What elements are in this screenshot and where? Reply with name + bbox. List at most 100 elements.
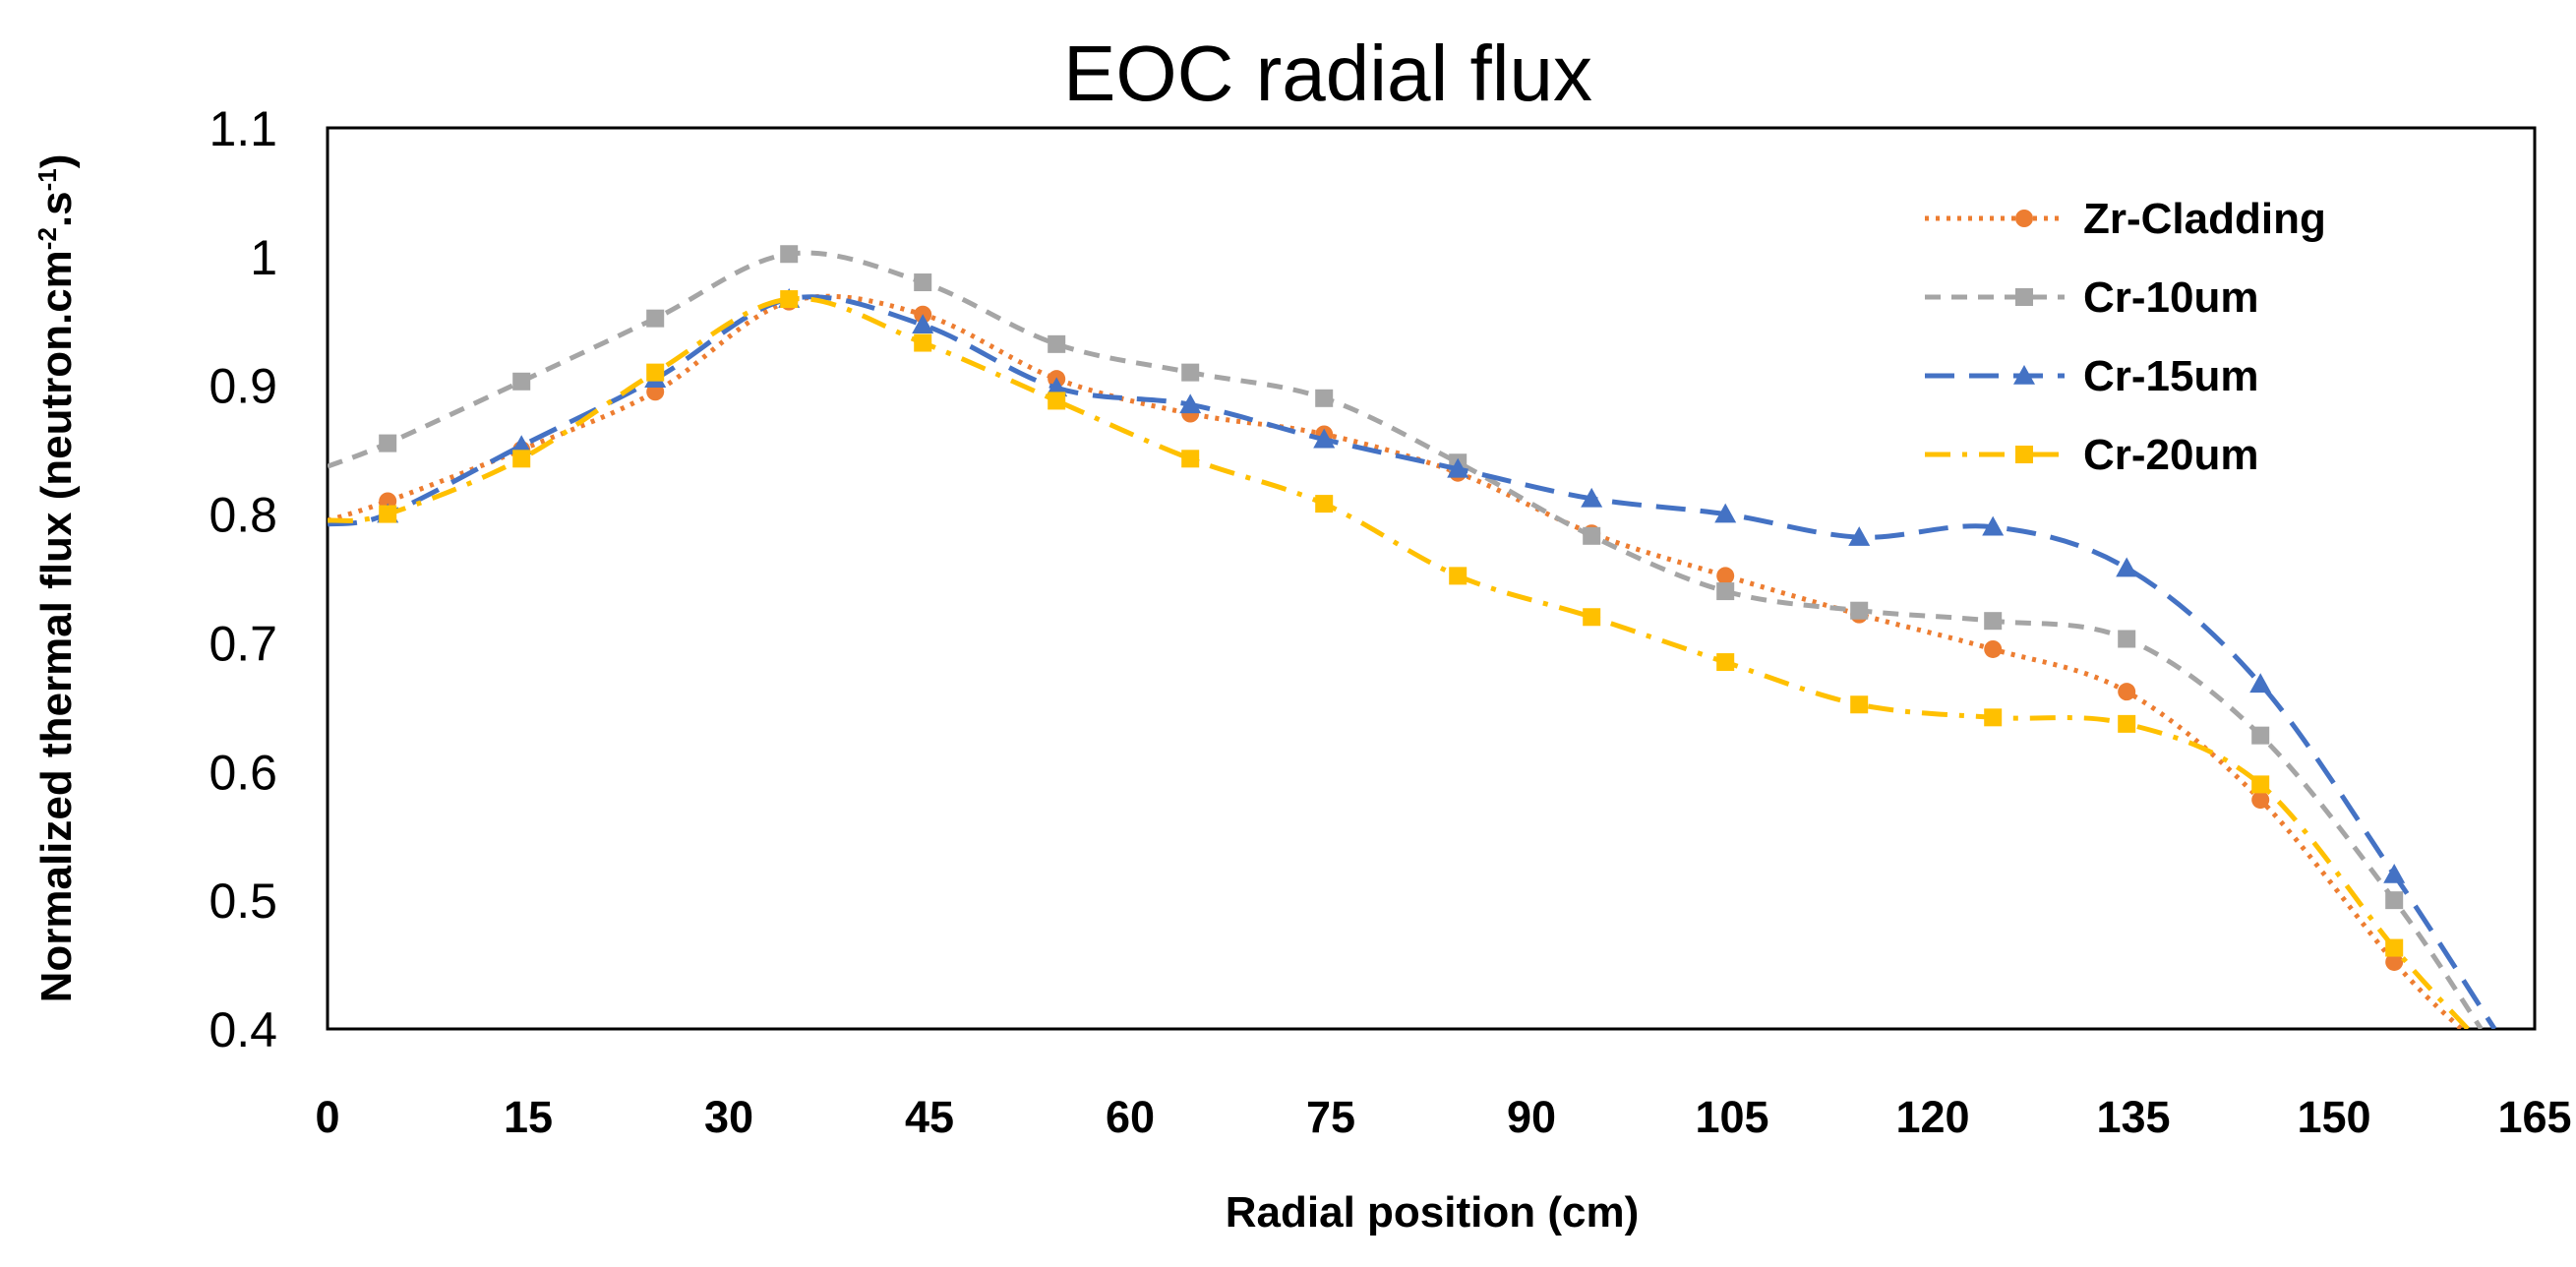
data-point-cr-20um: [1048, 392, 1066, 410]
legend-label-cr-10um: Cr-10um: [2083, 273, 2259, 322]
y-tick-label: 1.1: [209, 101, 277, 156]
data-point-cr-10um: [1583, 526, 1601, 545]
data-point-cr-15um: [2249, 673, 2272, 694]
data-point-cr-15um: [510, 435, 533, 455]
chart-title: EOC radial flux: [1063, 30, 1592, 117]
data-point-cr-15um: [1848, 526, 1871, 546]
data-point-zr-cladding: [2118, 683, 2136, 701]
y-tick-label: 1: [250, 230, 277, 285]
data-point-cr-20um: [914, 333, 932, 352]
data-point-cr-15um: [1179, 393, 1202, 414]
data-point-zr-cladding: [2385, 952, 2404, 971]
legend-marker-zr-cladding: [2015, 210, 2033, 227]
legend-label-cr-20um: Cr-20um: [2083, 431, 2259, 479]
legend-marker-cr-10um: [2015, 288, 2033, 306]
data-point-cr-20um: [646, 363, 665, 382]
data-point-cr-10um: [512, 372, 531, 391]
series-layer: [328, 245, 2497, 1029]
data-point-cr-10um: [1181, 363, 1200, 382]
data-point-cr-15um: [1714, 503, 1737, 523]
y-tick-label: 0.4: [209, 1002, 277, 1057]
data-point-cr-20um: [379, 505, 397, 523]
data-point-cr-10um: [646, 309, 665, 328]
y-axis-label-mid: .s: [32, 191, 81, 227]
x-tick-label: 0: [315, 1092, 339, 1142]
y-axis-label-sup2: -1: [32, 168, 62, 191]
data-point-cr-10um: [1850, 601, 1869, 620]
x-tick-label: 75: [1306, 1092, 1355, 1142]
legend-label-cr-15um: Cr-15um: [2083, 352, 2259, 400]
legend-item-cr-15um: Cr-15um: [1925, 352, 2259, 400]
plot-area-frame: [326, 126, 2537, 1031]
x-tick-label: 120: [1895, 1092, 1969, 1142]
x-tick-label: 105: [1695, 1092, 1768, 1142]
data-point-cr-20um: [1984, 708, 2003, 727]
x-tick-label: 45: [905, 1092, 954, 1142]
data-point-cr-15um: [1313, 428, 1336, 449]
legend-item-cr-10um: Cr-10um: [1925, 273, 2259, 322]
data-point-cr-10um: [1315, 389, 1334, 407]
x-tick-label: 135: [2096, 1092, 2170, 1142]
data-point-cr-10um: [379, 434, 397, 452]
data-point-cr-20um: [1583, 608, 1601, 627]
data-point-cr-10um: [2385, 891, 2404, 910]
x-tick-label: 90: [1507, 1092, 1556, 1142]
legend-item-zr-cladding: Zr-Cladding: [1925, 195, 2326, 243]
y-tick-label: 0.6: [209, 745, 277, 800]
data-point-cr-15um: [2383, 863, 2406, 883]
x-tick-label: 15: [504, 1092, 553, 1142]
data-point-cr-15um: [912, 314, 934, 334]
x-axis-label: Radial position (cm): [1226, 1188, 1639, 1237]
data-point-cr-20um: [1181, 450, 1200, 468]
y-tick-label: 0.8: [209, 488, 277, 543]
data-point-cr-10um: [2251, 726, 2270, 745]
y-axis-ticks: 0.4 0.5 0.6 0.7 0.8 0.9 1 1.1: [209, 101, 277, 1057]
y-tick-label: 0.7: [209, 616, 277, 671]
data-point-cr-20um: [1716, 653, 1735, 672]
y-tick-label: 0.9: [209, 359, 277, 414]
data-point-cr-15um: [2116, 557, 2138, 577]
data-point-zr-cladding: [1984, 639, 2003, 658]
data-point-cr-15um: [1982, 515, 2005, 536]
x-axis-ticks: 0 15 30 45 60 75 90 105 120 135 150 165: [315, 1092, 2571, 1142]
data-point-cr-10um: [914, 273, 932, 292]
data-point-cr-10um: [1984, 612, 2003, 631]
data-point-zr-cladding: [2251, 791, 2270, 810]
x-tick-label: 30: [704, 1092, 753, 1142]
data-point-cr-10um: [1716, 582, 1735, 601]
y-axis-label-end: ): [32, 154, 81, 169]
data-point-cr-20um: [1850, 695, 1869, 714]
x-tick-label: 60: [1106, 1092, 1155, 1142]
series-line-cr-20um: [328, 295, 2470, 1029]
series-cr-10um: [328, 245, 2484, 1029]
data-point-cr-20um: [1315, 495, 1334, 513]
legend: Zr-Cladding Cr-10um Cr-15um Cr-20um: [1925, 195, 2326, 479]
data-point-cr-20um: [512, 450, 531, 468]
legend-item-cr-20um: Cr-20um: [1925, 431, 2259, 479]
y-axis-label: Normalized thermal flux (neutron.cm-2.s-…: [32, 154, 81, 1003]
data-point-zr-cladding: [1716, 567, 1735, 585]
y-tick-label: 0.5: [209, 874, 277, 929]
data-point-cr-20um: [2251, 775, 2270, 794]
x-tick-label: 150: [2297, 1092, 2370, 1142]
data-point-cr-10um: [2118, 630, 2136, 648]
data-point-cr-15um: [1046, 377, 1068, 397]
series-line-zr-cladding: [328, 293, 2463, 1029]
data-point-cr-20um: [2118, 714, 2136, 733]
data-point-cr-20um: [1449, 567, 1468, 585]
series-cr-20um: [328, 290, 2470, 1029]
y-axis-label-main: Normalized thermal flux (neutron.cm: [32, 250, 81, 1002]
x-tick-label: 165: [2497, 1092, 2571, 1142]
legend-label-zr-cladding: Zr-Cladding: [2083, 195, 2326, 243]
legend-marker-cr-15um: [2013, 365, 2035, 385]
y-axis-label-sup1: -2: [32, 227, 62, 250]
data-point-cr-20um: [780, 290, 799, 309]
legend-marker-cr-20um: [2015, 446, 2033, 463]
data-point-cr-10um: [780, 245, 799, 264]
data-point-cr-15um: [1447, 457, 1469, 478]
data-point-cr-10um: [1048, 334, 1066, 353]
series-zr-cladding: [328, 292, 2463, 1029]
data-point-cr-20um: [2385, 938, 2404, 957]
